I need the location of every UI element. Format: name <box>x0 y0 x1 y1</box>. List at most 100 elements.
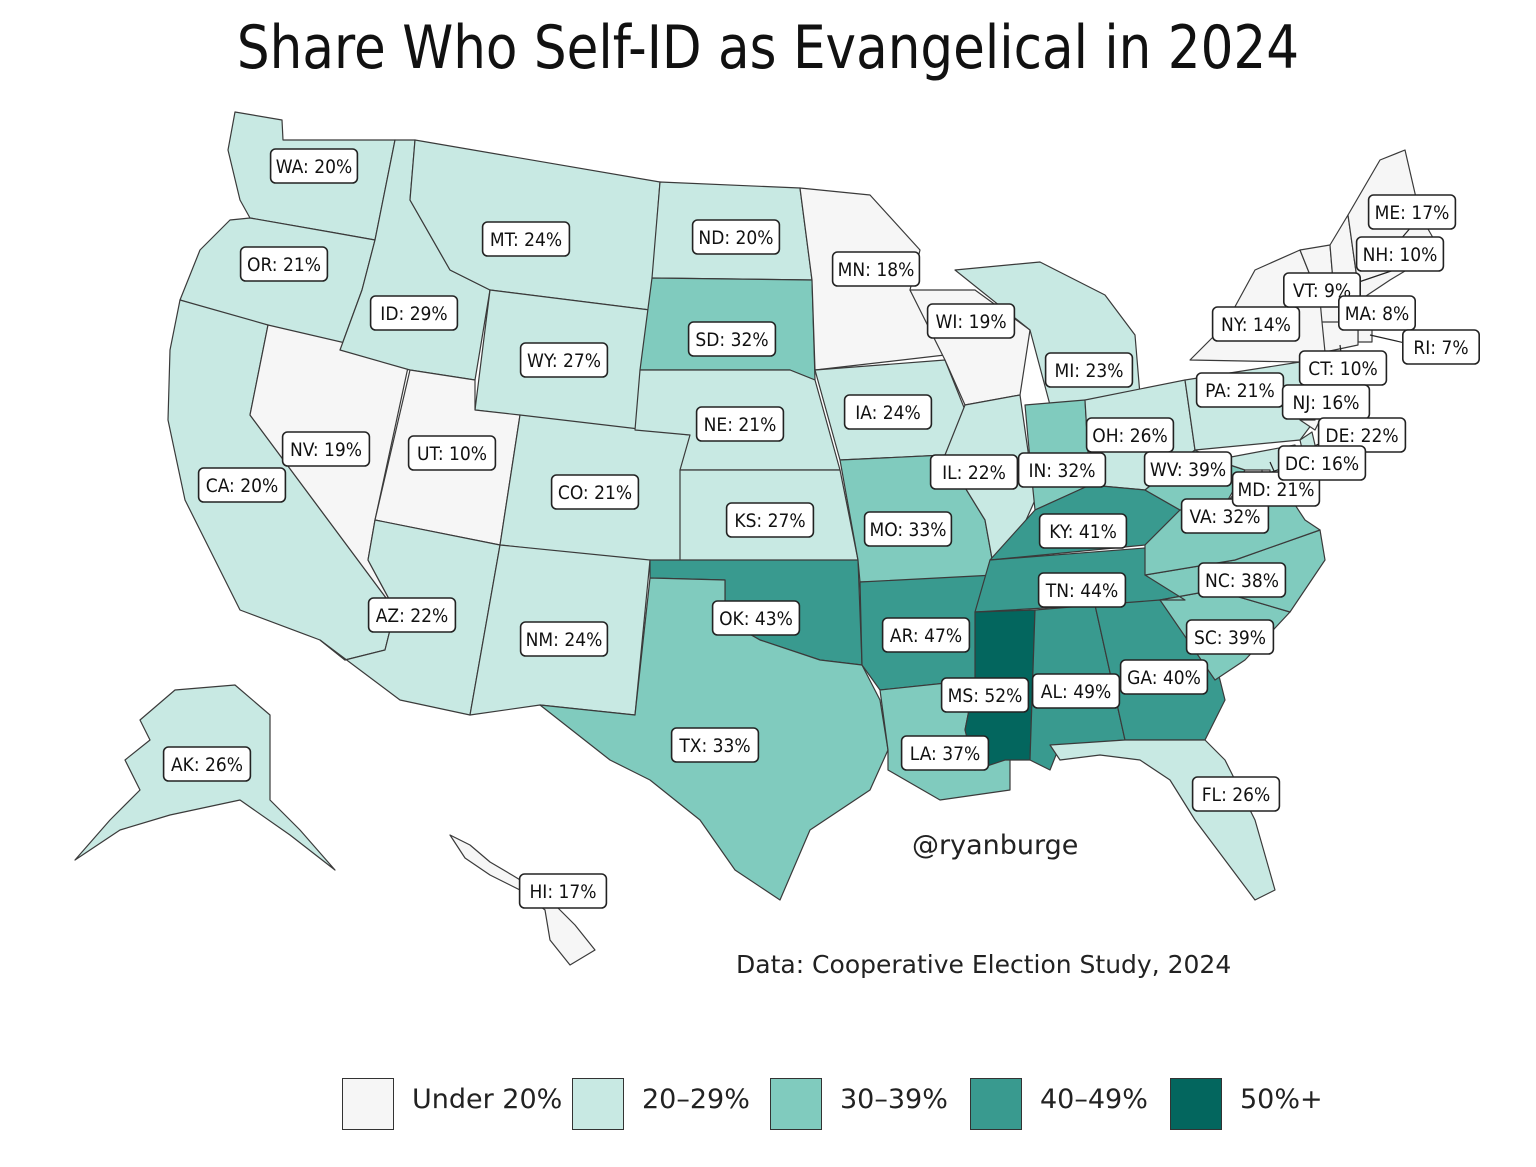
label-text: NH: 10% <box>1363 244 1438 266</box>
map-title: Share Who Self-ID as Evangelical in 2024 <box>236 13 1300 83</box>
label-box <box>1355 236 1445 272</box>
label-box <box>926 303 1016 339</box>
label-text: WV: 39% <box>1150 459 1226 481</box>
label-text: CT: 10% <box>1308 358 1377 380</box>
label-text: OK: 43% <box>719 608 793 630</box>
label-box <box>691 219 781 255</box>
label-oh: OH: 26% <box>1085 417 1175 453</box>
legend-swatch <box>970 1078 1022 1130</box>
label-box <box>1031 673 1121 709</box>
label-text: MO: 33% <box>869 519 946 541</box>
label-ma: MA: 8% <box>1338 295 1417 331</box>
label-box <box>1044 352 1134 388</box>
label-box <box>711 600 801 636</box>
label-box <box>831 251 921 287</box>
label-ri: RI: 7% <box>1402 329 1481 365</box>
label-box <box>1191 776 1281 812</box>
legend-label: 50%+ <box>1240 1084 1323 1115</box>
label-in: IN: 32% <box>1017 452 1107 488</box>
label-box <box>1037 572 1127 608</box>
label-mi: MI: 23% <box>1044 352 1134 388</box>
label-text: MN: 18% <box>838 259 915 281</box>
label-text: CO: 21% <box>558 482 632 504</box>
label-box <box>881 617 971 653</box>
label-text: NY: 14% <box>1221 314 1291 336</box>
label-text: HI: 17% <box>529 881 596 903</box>
label-text: WY: 27% <box>527 350 601 372</box>
label-box <box>687 321 777 357</box>
label-nc: NC: 38% <box>1197 562 1287 598</box>
label-box <box>929 454 1019 490</box>
label-text: NV: 19% <box>290 439 362 461</box>
label-text: UT: 10% <box>417 443 487 465</box>
label-text: NJ: 16% <box>1292 392 1359 414</box>
label-text: VA: 32% <box>1189 506 1260 528</box>
label-box <box>519 621 609 657</box>
label-box <box>162 746 252 782</box>
label-text: AK: 26% <box>171 754 243 776</box>
label-ut: UT: 10% <box>407 435 497 471</box>
label-box <box>1277 445 1367 481</box>
label-text: FL: 26% <box>1202 784 1271 806</box>
label-box <box>900 735 990 771</box>
label-me: ME: 17% <box>1367 194 1457 230</box>
label-box <box>1085 417 1175 453</box>
label-hi: HI: 17% <box>518 873 608 909</box>
label-text: MA: 8% <box>1345 303 1409 325</box>
label-text: OH: 26% <box>1092 425 1168 447</box>
label-text: ND: 20% <box>698 227 773 249</box>
legend-label: 30–39% <box>840 1084 948 1115</box>
state-hi <box>449 834 596 966</box>
label-box <box>1338 295 1417 331</box>
label-ct: CT: 10% <box>1298 350 1388 386</box>
label-box <box>725 502 815 538</box>
label-box <box>367 597 457 633</box>
label-text: NM: 24% <box>526 629 603 651</box>
data-source: Data: Cooperative Election Study, 2024 <box>736 950 1232 979</box>
label-text: VT: 9% <box>1293 280 1351 302</box>
label-box <box>1211 306 1301 342</box>
label-az: AZ: 22% <box>367 597 457 633</box>
label-box <box>670 727 760 763</box>
label-box <box>940 677 1030 713</box>
label-text: NE: 21% <box>704 414 777 436</box>
label-text: KY: 41% <box>1049 521 1117 543</box>
label-co: CO: 21% <box>550 474 640 510</box>
label-text: TN: 44% <box>1045 580 1118 602</box>
label-ar: AR: 47% <box>881 617 971 653</box>
label-text: AL: 49% <box>1041 681 1111 703</box>
legend-label: 20–29% <box>642 1084 750 1115</box>
label-box <box>843 394 933 430</box>
label-text: DE: 22% <box>1325 425 1398 447</box>
label-text: WI: 19% <box>935 311 1006 333</box>
label-wa: WA: 20% <box>269 148 359 184</box>
legend-swatch <box>1170 1078 1222 1130</box>
label-ne: NE: 21% <box>695 406 785 442</box>
label-fl: FL: 26% <box>1191 776 1281 812</box>
label-box <box>1143 451 1233 487</box>
label-box <box>1180 498 1270 534</box>
legend-swatch <box>342 1078 394 1130</box>
label-la: LA: 37% <box>900 735 990 771</box>
label-ca: CA: 20% <box>197 467 287 503</box>
label-box <box>695 406 785 442</box>
label-de: DE: 22% <box>1317 417 1407 453</box>
label-mt: MT: 24% <box>481 221 571 257</box>
label-box <box>481 221 571 257</box>
label-text: MT: 24% <box>490 229 562 251</box>
label-sc: SC: 39% <box>1185 619 1275 655</box>
label-box <box>1367 194 1457 230</box>
label-text: GA: 40% <box>1127 667 1201 689</box>
label-tx: TX: 33% <box>670 727 760 763</box>
label-tn: TN: 44% <box>1037 572 1127 608</box>
label-pa: PA: 21% <box>1195 372 1285 408</box>
label-mo: MO: 33% <box>863 511 953 547</box>
label-il: IL: 22% <box>929 454 1019 490</box>
label-ok: OK: 43% <box>711 600 801 636</box>
label-nv: NV: 19% <box>281 431 371 467</box>
label-text: WA: 20% <box>276 156 352 178</box>
label-ny: NY: 14% <box>1211 306 1301 342</box>
label-box <box>863 511 953 547</box>
label-ms: MS: 52% <box>940 677 1030 713</box>
label-text: LA: 37% <box>910 743 981 765</box>
